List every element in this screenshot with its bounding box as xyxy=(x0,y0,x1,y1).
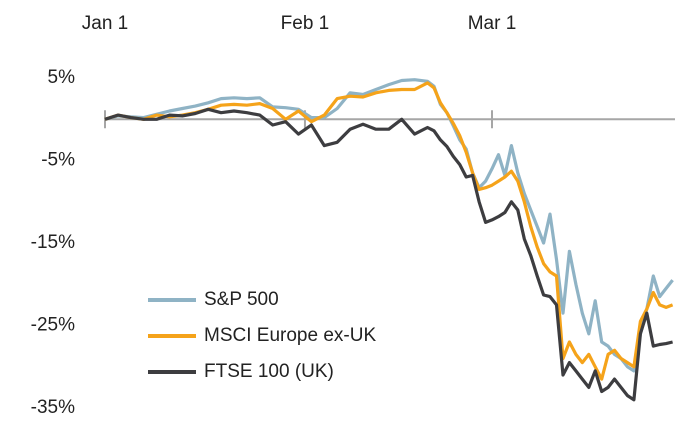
legend-label: S&P 500 xyxy=(204,289,279,310)
y-tick-label: -15% xyxy=(31,232,75,253)
series-line xyxy=(104,81,674,381)
series-line xyxy=(104,107,673,402)
x-tick-label: Mar 1 xyxy=(468,13,517,34)
y-tick-label: -5% xyxy=(41,150,75,171)
x-tick-label: Jan 1 xyxy=(82,13,128,34)
legend-label: MSCI Europe ex-UK xyxy=(204,325,376,346)
y-tick-label: 5% xyxy=(48,67,76,88)
legend-label: FTSE 100 (UK) xyxy=(204,361,334,382)
y-tick-label: -35% xyxy=(31,397,75,418)
x-tick-label: Feb 1 xyxy=(281,13,330,34)
series-line xyxy=(104,78,674,373)
y-tick-label: -25% xyxy=(31,315,75,336)
